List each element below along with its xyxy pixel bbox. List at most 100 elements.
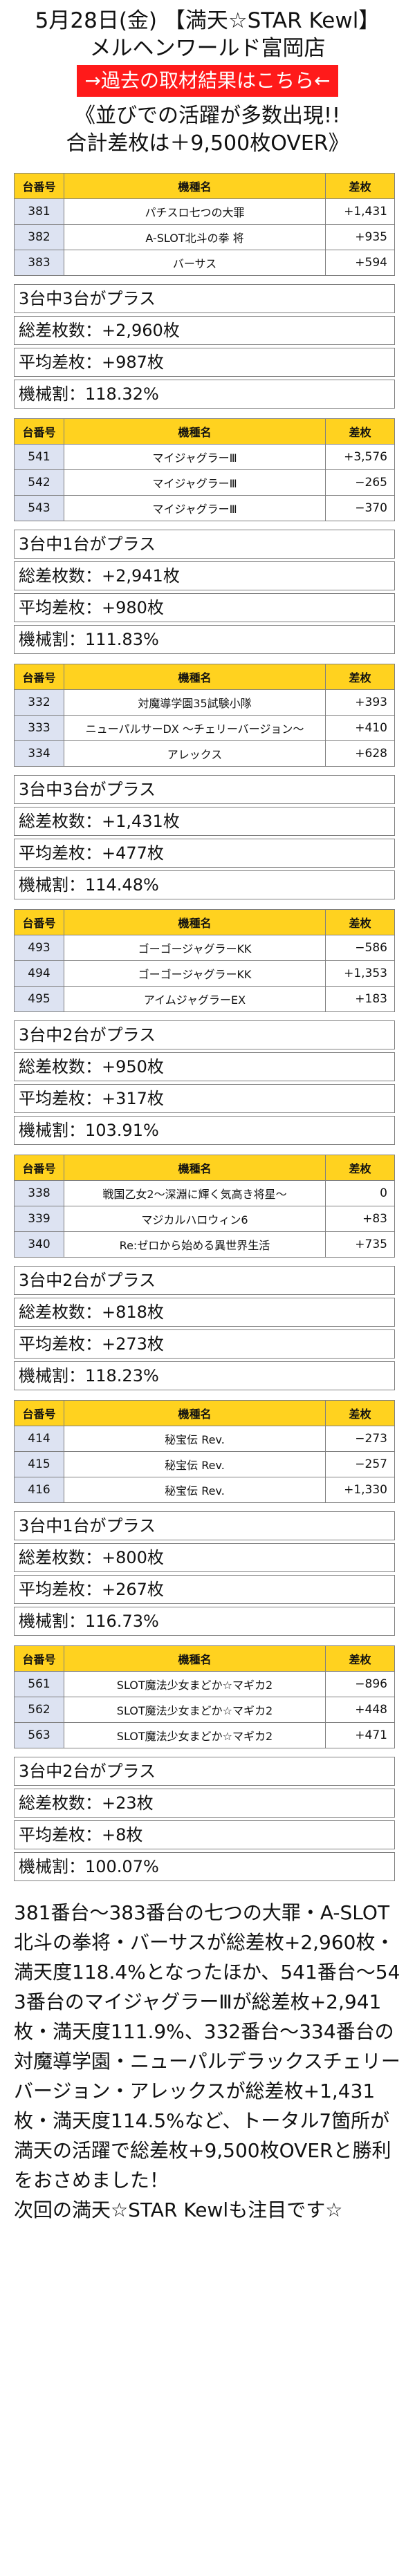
header-machine-name: 機種名	[64, 1400, 326, 1426]
machine-table: 台番号 機種名 差枚 493 ゴーゴージャグラーKK −586 494 ゴーゴージャグラーKK…	[14, 909, 395, 1012]
table-row: 416 秘宝伝 Rev. +1,330	[14, 1477, 395, 1503]
average-difference-box: 平均差枚：+987枚	[14, 348, 395, 377]
difference-cell: −586	[325, 935, 395, 961]
average-difference-box: 平均差枚：+317枚	[14, 1084, 395, 1113]
header-machine-name: 機種名	[64, 173, 326, 199]
difference-cell: +183	[325, 986, 395, 1012]
machine-name-cell: SLOT魔法少女まどか☆マギカ2	[64, 1671, 326, 1697]
table-row: 493 ゴーゴージャグラーKK −586	[14, 935, 395, 961]
machine-name-cell: マイジャグラーⅢ	[64, 469, 326, 496]
table-row: 383 バーサス +594	[14, 250, 395, 276]
header-machine-number: 台番号	[14, 1155, 64, 1181]
table-row: 561 SLOT魔法少女まどか☆マギカ2 −896	[14, 1671, 395, 1697]
headline-line-2: 合計差枚は＋9,500枚OVER》	[66, 131, 349, 156]
table-row: 494 ゴーゴージャグラーKK +1,353	[14, 960, 395, 987]
machine-name-cell: 対魔導学園35試験小隊	[64, 689, 326, 716]
header-machine-name: 機種名	[64, 1645, 326, 1672]
table-header-row: 台番号 機種名 差枚	[14, 664, 395, 690]
machine-name-cell: バーサス	[64, 250, 326, 276]
total-difference-box: 総差枚数：+2,960枚	[14, 316, 395, 345]
difference-cell: +3,576	[325, 444, 395, 470]
machine-name-cell: マジカルハロウィン6	[64, 1206, 326, 1232]
table-row: 414 秘宝伝 Rev. −273	[14, 1426, 395, 1452]
machine-name-cell: マイジャグラーⅢ	[64, 444, 326, 470]
machine-number-cell: 340	[14, 1231, 64, 1258]
difference-cell: +1,330	[325, 1477, 395, 1503]
table-row: 542 マイジャグラーⅢ −265	[14, 469, 395, 496]
total-difference-box: 総差枚数：+23枚	[14, 1789, 395, 1818]
machine-number-cell: 333	[14, 715, 64, 741]
plus-count-box: 3台中3台がプラス	[14, 775, 395, 804]
table-row: 338 戦国乙女2〜深淵に輝く気高き将星〜 0	[14, 1180, 395, 1206]
header-machine-number: 台番号	[14, 664, 64, 690]
header-difference: 差枚	[325, 173, 395, 199]
machine-name-cell: パチスロ七つの大罪	[64, 198, 326, 225]
table-row: 340 Re:ゼロから始める異世界生活 +735	[14, 1231, 395, 1258]
table-row: 495 アイムジャグラーEX +183	[14, 986, 395, 1012]
average-difference-box: 平均差枚：+8枚	[14, 1820, 395, 1849]
table-row: 381 パチスロ七つの大罪 +1,431	[14, 198, 395, 225]
total-difference-box: 総差枚数：+800枚	[14, 1543, 395, 1572]
machine-number-cell: 338	[14, 1180, 64, 1206]
difference-cell: −265	[325, 469, 395, 496]
difference-cell: +735	[325, 1231, 395, 1258]
payout-rate-box: 機械割：118.32%	[14, 380, 395, 409]
plus-count-box: 3台中3台がプラス	[14, 284, 395, 313]
result-section: 台番号 機種名 差枚 332 対魔導学園35試験小隊 +393 333 ニューパルサーDX 〜…	[0, 664, 415, 899]
payout-rate-box: 機械割：103.91%	[14, 1116, 395, 1145]
machine-name-cell: マイジャグラーⅢ	[64, 495, 326, 521]
machine-table: 台番号 機種名 差枚 414 秘宝伝 Rev. −273 415 秘宝伝 Rev. −257 41…	[14, 1400, 395, 1503]
difference-cell: +935	[325, 224, 395, 250]
machine-number-cell: 543	[14, 495, 64, 521]
machine-table: 台番号 機種名 差枚 332 対魔導学園35試験小隊 +393 333 ニューパルサーDX 〜…	[14, 664, 395, 767]
machine-name-cell: Re:ゼロから始める異世界生活	[64, 1231, 326, 1258]
result-section: 台番号 機種名 差枚 381 パチスロ七つの大罪 +1,431 382 A-SLOT北斗の拳 …	[0, 173, 415, 409]
machine-name-cell: 戦国乙女2〜深淵に輝く気高き将星〜	[64, 1180, 326, 1206]
table-header-row: 台番号 機種名 差枚	[14, 1155, 395, 1181]
header-machine-name: 機種名	[64, 664, 326, 690]
machine-number-cell: 415	[14, 1451, 64, 1477]
table-row: 562 SLOT魔法少女まどか☆マギカ2 +448	[14, 1697, 395, 1723]
payout-rate-box: 機械割：114.48%	[14, 870, 395, 899]
average-difference-box: 平均差枚：+477枚	[14, 839, 395, 868]
plus-count-box: 3台中2台がプラス	[14, 1020, 395, 1049]
machine-name-cell: SLOT魔法少女まどか☆マギカ2	[64, 1722, 326, 1748]
machine-table: 台番号 機種名 差枚 338 戦国乙女2〜深淵に輝く気高き将星〜 0 339 マジカルハロウィ…	[14, 1155, 395, 1258]
machine-number-cell: 381	[14, 198, 64, 225]
table-header-row: 台番号 機種名 差枚	[14, 418, 395, 445]
result-section: 台番号 機種名 差枚 561 SLOT魔法少女まどか☆マギカ2 −896 562 SLOT魔法…	[0, 1645, 415, 1881]
machine-number-cell: 383	[14, 250, 64, 276]
machine-number-cell: 382	[14, 224, 64, 250]
machine-table: 台番号 機種名 差枚 381 パチスロ七つの大罪 +1,431 382 A-SLOT北斗の拳 …	[14, 173, 395, 276]
plus-count-box: 3台中1台がプラス	[14, 1511, 395, 1540]
machine-number-cell: 493	[14, 935, 64, 961]
machine-name-cell: ニューパルサーDX 〜チェリーバージョン〜	[64, 715, 326, 741]
machine-number-cell: 561	[14, 1671, 64, 1697]
summary-text: 381番台〜383番台の七つの大罪・A-SLOT北斗の拳将・バーサスが総差枚+2…	[14, 1901, 400, 2192]
total-difference-box: 総差枚数：+818枚	[14, 1298, 395, 1327]
table-header-row: 台番号 機種名 差枚	[14, 1400, 395, 1426]
header-machine-number: 台番号	[14, 1400, 64, 1426]
header-difference: 差枚	[325, 1155, 395, 1181]
past-results-link[interactable]: →過去の取材結果はこちら←	[77, 65, 338, 97]
difference-cell: +471	[325, 1722, 395, 1748]
machine-name-cell: SLOT魔法少女まどか☆マギカ2	[64, 1697, 326, 1723]
plus-count-box: 3台中1台がプラス	[14, 530, 395, 559]
plus-count-box: 3台中2台がプラス	[14, 1266, 395, 1295]
machine-table: 台番号 機種名 差枚 541 マイジャグラーⅢ +3,576 542 マイジャグラーⅢ −265…	[14, 418, 395, 521]
table-row: 339 マジカルハロウィン6 +83	[14, 1206, 395, 1232]
table-row: 332 対魔導学園35試験小隊 +393	[14, 689, 395, 716]
store-name: メルヘンワールド富岡店	[89, 36, 326, 61]
difference-cell: +448	[325, 1697, 395, 1723]
machine-name-cell: ゴーゴージャグラーKK	[64, 935, 326, 961]
machine-number-cell: 334	[14, 740, 64, 767]
average-difference-box: 平均差枚：+980枚	[14, 593, 395, 622]
payout-rate-box: 機械割：100.07%	[14, 1852, 395, 1881]
total-difference-box: 総差枚数：+950枚	[14, 1052, 395, 1081]
table-header-row: 台番号 機種名 差枚	[14, 909, 395, 935]
machine-name-cell: 秘宝伝 Rev.	[64, 1451, 326, 1477]
header-machine-number: 台番号	[14, 909, 64, 935]
table-header-row: 台番号 機種名 差枚	[14, 1645, 395, 1672]
table-row: 543 マイジャグラーⅢ −370	[14, 495, 395, 521]
difference-cell: +628	[325, 740, 395, 767]
